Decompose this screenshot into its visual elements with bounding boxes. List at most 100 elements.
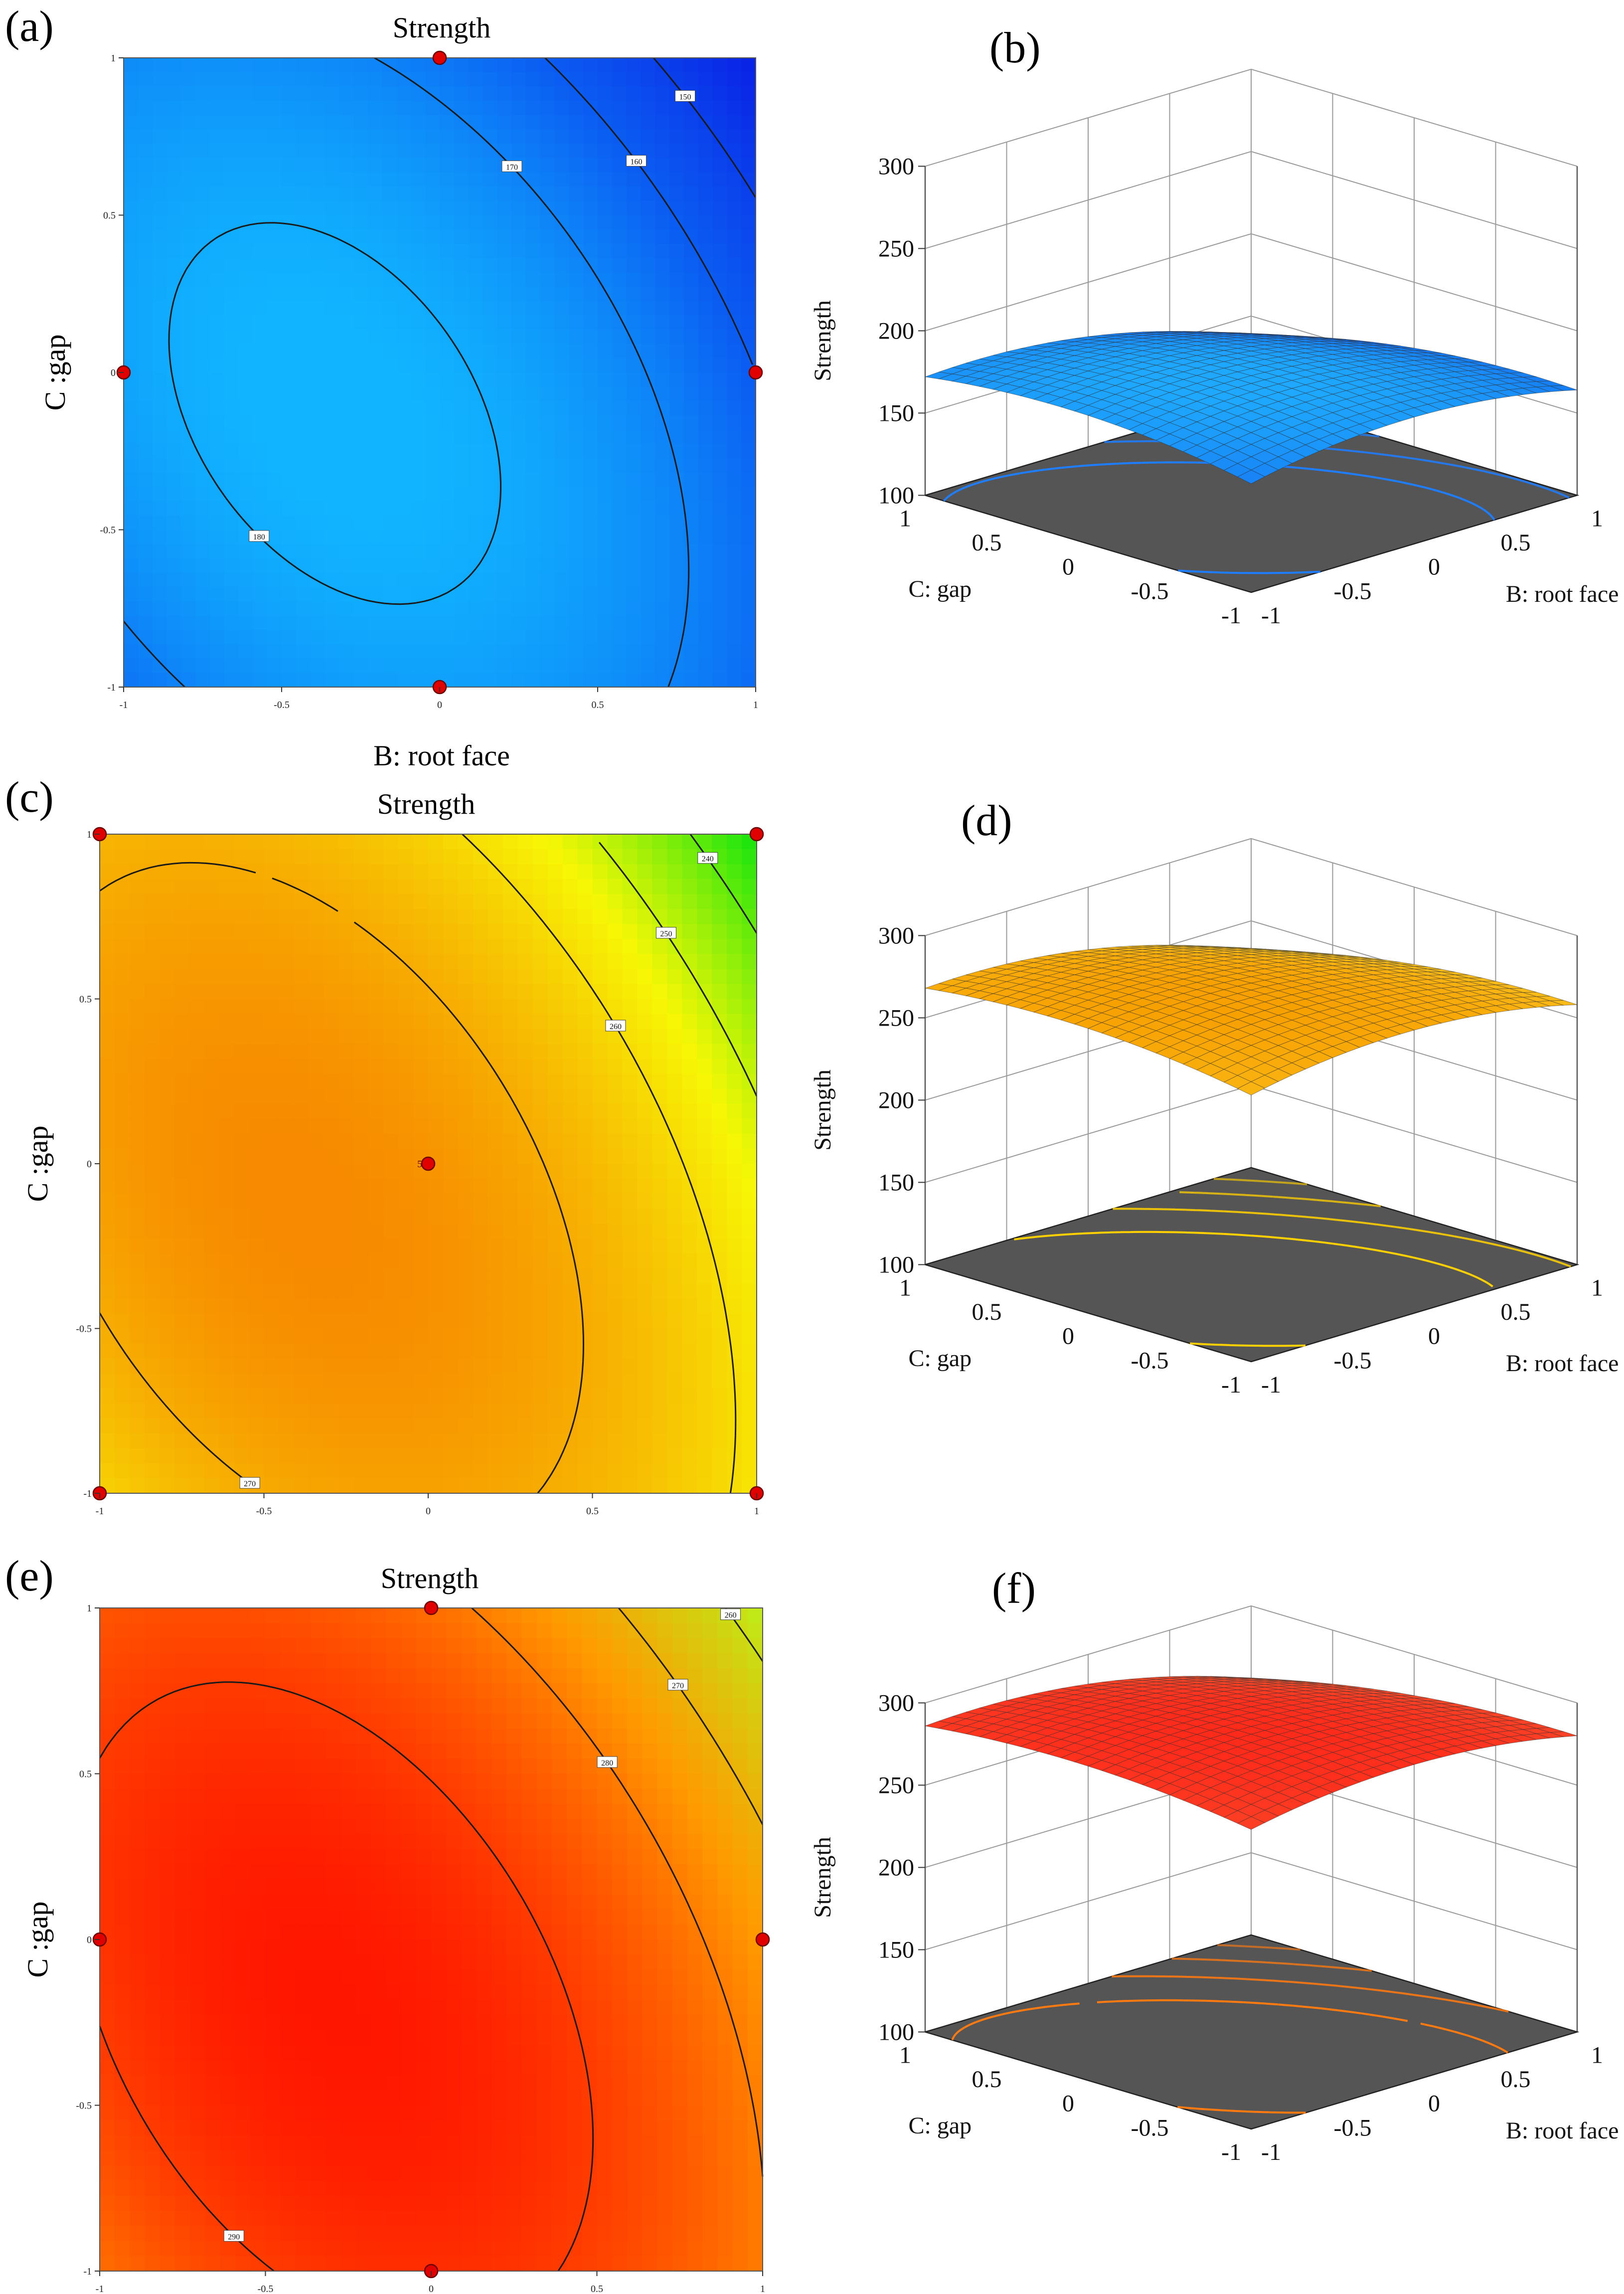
heatmap-cell xyxy=(612,115,627,130)
heatmap-cell xyxy=(219,1044,235,1059)
heatmap-cell xyxy=(309,909,325,925)
heatmap-cell xyxy=(554,200,570,216)
heatmap-cell xyxy=(138,587,153,602)
heatmap-cell xyxy=(189,1209,205,1224)
heatmap-cell xyxy=(338,1328,354,1344)
heatmap-cell xyxy=(468,529,484,544)
heatmap-cell xyxy=(641,286,656,302)
heatmap-cell xyxy=(655,301,670,316)
heatmap-cell xyxy=(583,200,598,216)
heatmap-cell xyxy=(667,1268,683,1284)
heatmap-cell xyxy=(712,344,728,359)
heatmap-cell xyxy=(339,172,354,187)
heatmap-cell xyxy=(511,329,526,345)
heatmap-cell xyxy=(697,939,712,955)
heatmap-cell xyxy=(264,1014,280,1030)
heatmap-cell xyxy=(607,1253,623,1269)
heatmap-cell xyxy=(253,286,268,302)
heatmap-cell xyxy=(511,673,526,688)
heatmap-cell xyxy=(655,115,670,130)
heatmap-cell xyxy=(583,372,598,387)
heatmap-cell xyxy=(652,1328,668,1344)
heatmap-cell xyxy=(697,1164,712,1179)
heatmap-cell xyxy=(712,72,728,87)
heatmap-cell xyxy=(209,429,225,445)
heatmap-cell xyxy=(741,487,756,502)
heatmap-cell xyxy=(353,601,368,616)
heatmap-cell xyxy=(428,1358,444,1374)
heatmap-cell xyxy=(511,472,526,488)
heatmap-cell xyxy=(712,894,727,910)
heatmap-cell xyxy=(324,1448,339,1464)
heatmap-cell xyxy=(383,1253,399,1269)
heatmap-cell xyxy=(622,939,638,955)
heatmap-cell xyxy=(174,1194,190,1209)
heatmap-cell xyxy=(440,444,455,459)
heatmap-cell xyxy=(583,158,598,173)
heatmap-cell xyxy=(209,673,225,688)
heatmap-cell xyxy=(741,515,756,530)
heatmap-cell xyxy=(152,286,167,302)
heatmap-cell xyxy=(294,1328,310,1344)
heatmap-cell xyxy=(296,58,311,73)
heatmap-cell xyxy=(458,1358,474,1374)
heatmap-cell xyxy=(577,1014,593,1030)
heatmap-cell xyxy=(114,1253,130,1269)
heatmap-cell xyxy=(100,1118,115,1134)
heatmap-cell xyxy=(195,172,210,187)
heatmap-cell xyxy=(525,386,541,402)
heatmap-cell xyxy=(697,999,712,1015)
heatmap-cell xyxy=(458,1268,474,1284)
heatmap-cell xyxy=(325,329,340,345)
heatmap-cell xyxy=(234,1209,250,1224)
heatmap-cell xyxy=(195,515,210,530)
heatmap-cell xyxy=(353,894,369,910)
heatmap-cell xyxy=(174,954,190,970)
heatmap-cell xyxy=(338,1133,354,1149)
heatmap-cell xyxy=(367,186,383,201)
heatmap-cell xyxy=(667,1478,683,1494)
heatmap-cell xyxy=(264,1328,280,1344)
heatmap-cell xyxy=(592,1313,608,1329)
heatmap-cell xyxy=(204,1283,220,1299)
heatmap-cell xyxy=(727,954,742,970)
heatmap-cell xyxy=(622,1164,638,1179)
heatmap-cell xyxy=(129,1463,145,1479)
heatmap-cell xyxy=(353,144,368,159)
heatmap-cell xyxy=(296,658,311,674)
heatmap-cell xyxy=(249,1164,265,1179)
heatmap-cell xyxy=(382,115,397,130)
heatmap-cell xyxy=(683,72,699,87)
heatmap-cell xyxy=(353,909,369,925)
heatmap-cell xyxy=(234,1164,250,1179)
heatmap-cell xyxy=(458,1164,474,1179)
heatmap-cell xyxy=(195,72,210,87)
heatmap-cell xyxy=(540,558,555,573)
heatmap-cell xyxy=(511,86,526,101)
heatmap-cell xyxy=(454,329,469,345)
heatmap-cell xyxy=(159,954,175,970)
heatmap-cell xyxy=(483,86,498,101)
heatmap-cell xyxy=(325,315,340,330)
heatmap-cell xyxy=(166,615,182,631)
heatmap-cell xyxy=(497,86,512,101)
heatmap-cell xyxy=(368,879,384,894)
heatmap-cell xyxy=(209,415,225,430)
heatmap-cell xyxy=(607,1118,623,1134)
heatmap-cell xyxy=(428,1088,444,1104)
heatmap-cell xyxy=(511,601,526,616)
heatmap-cell xyxy=(712,954,727,970)
heatmap-cell xyxy=(124,515,139,530)
heatmap-cell xyxy=(669,615,684,631)
heatmap-cell xyxy=(114,1283,130,1299)
heatmap-cell xyxy=(607,834,623,850)
heatmap-cell xyxy=(138,673,153,688)
heatmap-cell xyxy=(562,1268,578,1284)
heatmap-cell xyxy=(652,1433,668,1449)
heatmap-cell xyxy=(698,172,713,187)
heatmap-cell xyxy=(114,1403,130,1419)
heatmap-cell xyxy=(353,329,368,345)
heatmap-cell xyxy=(100,954,115,970)
heatmap-cells-a xyxy=(124,58,756,688)
heatmap-cell xyxy=(742,879,757,894)
